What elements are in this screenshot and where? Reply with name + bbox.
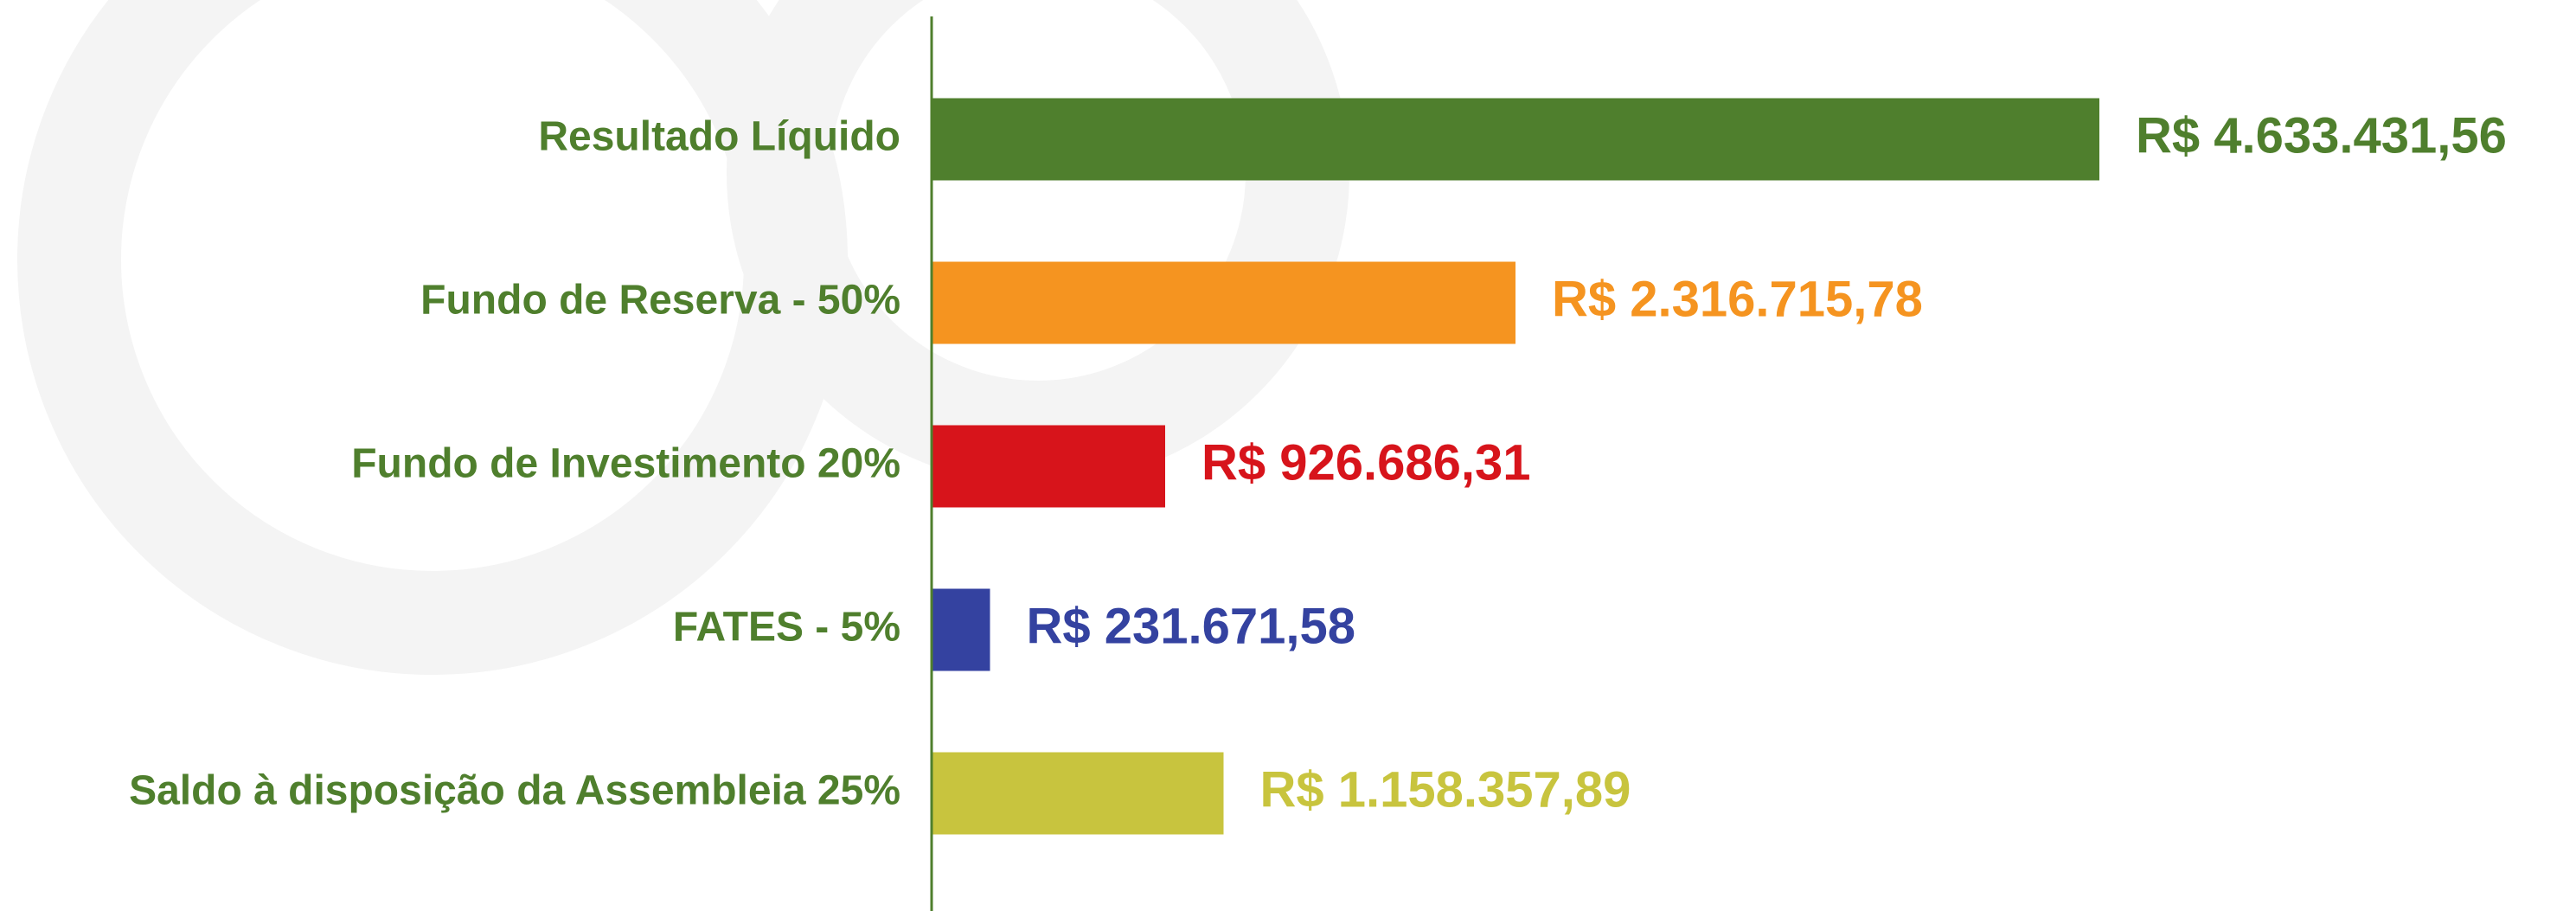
value-label: R$ 4.633.431,56 [2136, 107, 2507, 164]
category-label: Resultado Líquido [538, 114, 900, 160]
value-label: R$ 1.158.357,89 [1260, 761, 1631, 818]
value-label: R$ 2.316.715,78 [1552, 271, 1923, 327]
category-label: Fundo de Reserva - 50% [420, 278, 900, 324]
bar [932, 588, 990, 671]
category-label: Saldo à disposição da Assembleia 25% [129, 768, 900, 814]
value-label: R$ 231.671,58 [1027, 598, 1356, 654]
bar [932, 261, 1515, 344]
bar [932, 98, 2099, 181]
bar [932, 752, 1224, 835]
category-label: FATES - 5% [673, 605, 900, 651]
bar [932, 425, 1165, 508]
decor-ring [727, 0, 1349, 484]
value-label: R$ 926.686,31 [1201, 434, 1531, 491]
category-label: Fundo de Investimento 20% [351, 441, 900, 487]
